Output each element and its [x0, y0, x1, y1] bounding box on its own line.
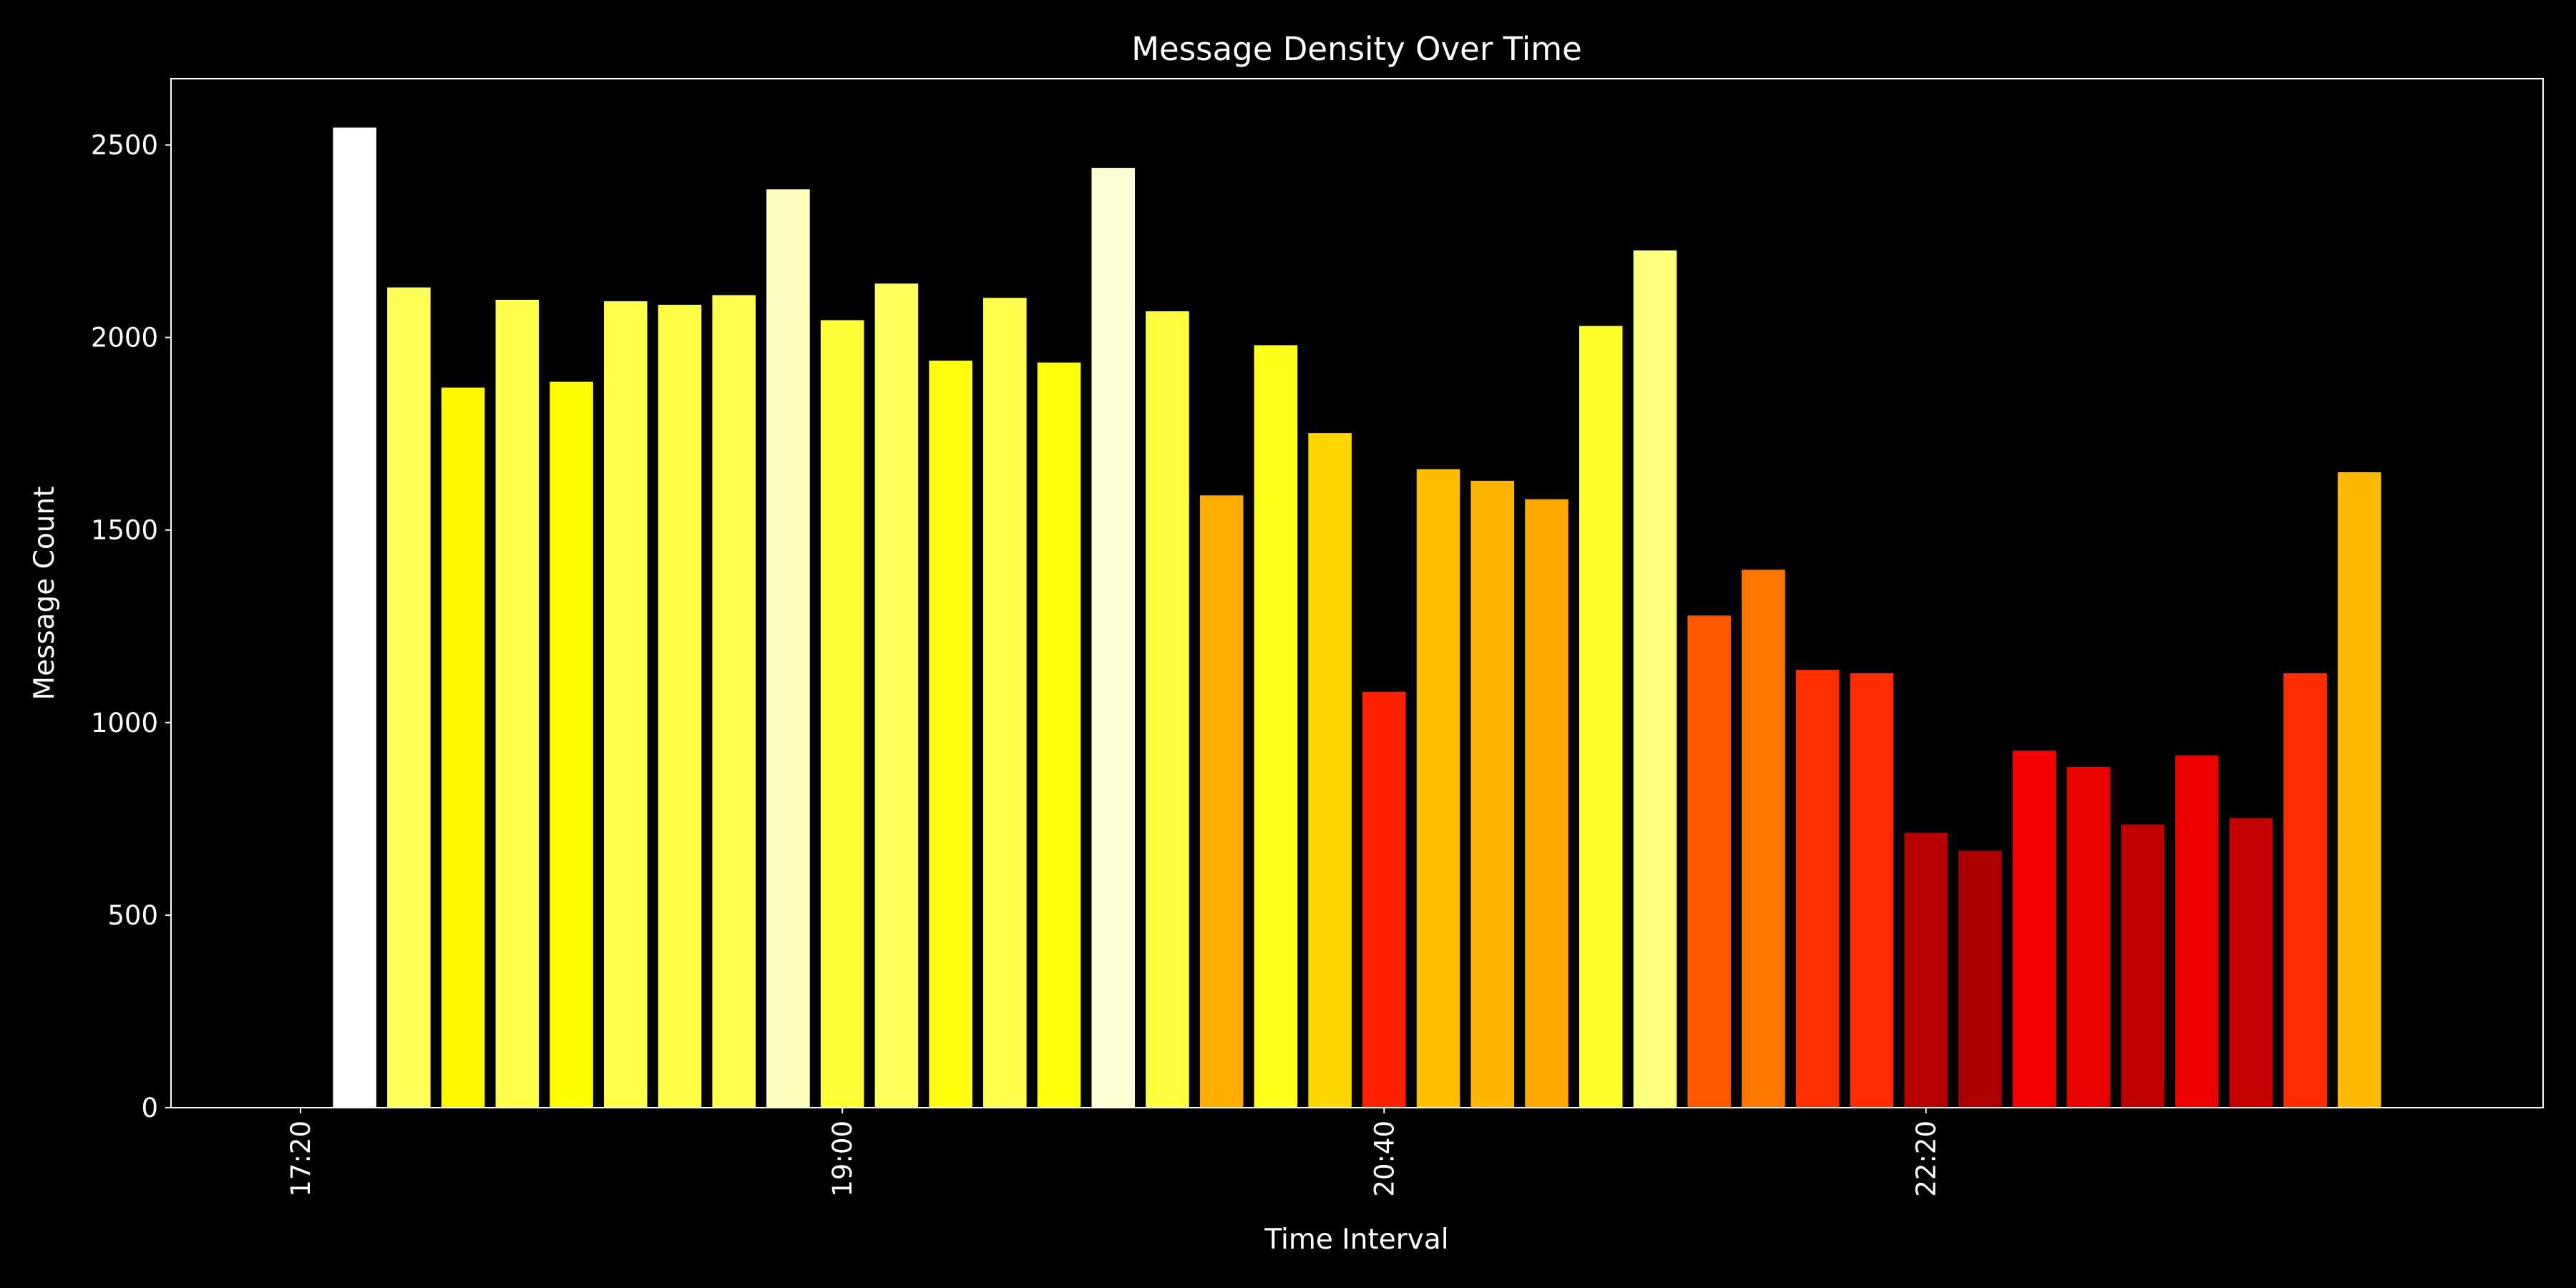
- chart-title: Message Density Over Time: [1131, 30, 1582, 68]
- bar: [820, 320, 864, 1108]
- bar: [278, 1084, 323, 1108]
- y-tick-label: 1000: [91, 708, 158, 738]
- bar: [2283, 673, 2327, 1108]
- y-axis-label: Message Count: [29, 486, 61, 700]
- x-tick-label: 17:20: [286, 1121, 316, 1197]
- bar: [1904, 832, 1948, 1108]
- bar: [2175, 755, 2219, 1108]
- bar: [1850, 673, 1894, 1108]
- bar: [1146, 311, 1189, 1108]
- bar: [1362, 691, 1406, 1108]
- bar: [1416, 469, 1460, 1108]
- x-axis-label: Time Interval: [1264, 1224, 1448, 1256]
- bar: [441, 387, 485, 1108]
- bar: [2012, 751, 2057, 1108]
- x-tick-label: 19:00: [827, 1121, 858, 1197]
- bar: [2121, 824, 2165, 1108]
- y-tick-label: 500: [107, 900, 158, 931]
- bar: [1037, 362, 1081, 1108]
- bar: [2391, 1086, 2436, 1108]
- bar: [1742, 570, 1785, 1108]
- x-tick-label: 22:20: [1911, 1121, 1942, 1197]
- bar: [1795, 670, 1840, 1108]
- bar: [658, 304, 702, 1108]
- bar: [1525, 499, 1568, 1108]
- bar: [550, 381, 593, 1108]
- bar: [1308, 433, 1352, 1108]
- bar: [983, 298, 1027, 1108]
- bar: [1091, 167, 1136, 1108]
- y-tick-label: 1500: [91, 515, 158, 546]
- bar: [1470, 480, 1515, 1108]
- bar: [333, 127, 376, 1108]
- bar: [1633, 250, 1677, 1108]
- y-tick-label: 2500: [91, 130, 158, 161]
- bar: [2338, 472, 2381, 1108]
- bar: [603, 301, 648, 1108]
- y-tick-label: 0: [141, 1093, 158, 1123]
- bar: [712, 295, 756, 1108]
- bar: [929, 360, 972, 1108]
- bar: [1199, 495, 1244, 1108]
- bar: [1687, 615, 1731, 1108]
- y-tick-label: 2000: [91, 323, 158, 353]
- bar: [1254, 345, 1298, 1108]
- bar: [874, 283, 919, 1108]
- bar: [2229, 818, 2273, 1108]
- plot-frame: [170, 78, 2544, 1108]
- bar: [1579, 326, 1623, 1108]
- bar: [2067, 766, 2111, 1108]
- x-tick-label: 20:40: [1369, 1121, 1400, 1197]
- bar: [1958, 851, 2002, 1108]
- bar: [495, 299, 540, 1108]
- bar: [387, 287, 431, 1108]
- bar: [766, 189, 810, 1108]
